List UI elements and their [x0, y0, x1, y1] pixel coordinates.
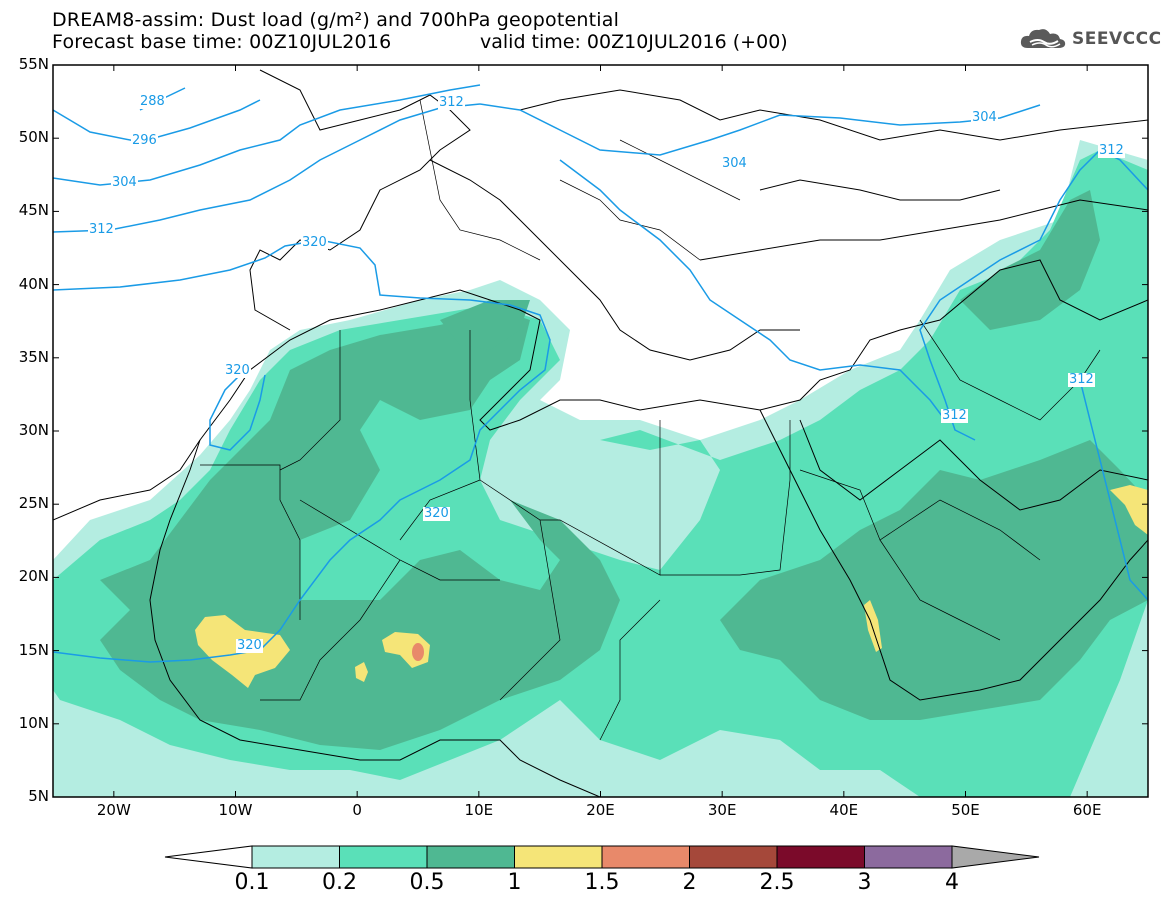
- contour-label: 288: [139, 94, 166, 109]
- contour-label: 296: [131, 133, 158, 148]
- latitude-label: 30N: [18, 421, 49, 439]
- contour-label: 312: [1068, 372, 1095, 387]
- dust-fields: [53, 140, 1148, 797]
- latitude-label: 25N: [18, 494, 49, 513]
- latitude-label: 45N: [18, 201, 49, 220]
- latitude-label: 10N: [18, 713, 49, 732]
- latitude-label: 50N: [18, 128, 49, 147]
- contour-296: [53, 99, 261, 143]
- latitude-label: 20N: [18, 567, 49, 586]
- colorbar-swatch: [601, 845, 690, 869]
- contour-312-north: [479, 103, 1041, 156]
- dust-level-0.5-east: [720, 440, 1148, 720]
- axis-ticks: [53, 64, 1148, 798]
- contour-label: 320: [224, 363, 251, 378]
- dust-level-0.5-ne: [960, 190, 1100, 330]
- contour-312-gulf: [1079, 379, 1148, 601]
- longitude-label: 50E: [951, 801, 980, 819]
- contour-label: 312: [941, 408, 968, 423]
- colorbar-label: 2: [682, 870, 697, 895]
- colorbar-swatch: [426, 845, 515, 869]
- coastlines: [53, 69, 1148, 797]
- colorbar-swatch: [689, 845, 778, 869]
- valid-time: valid time: 00Z10JUL2016 (+00): [480, 31, 788, 53]
- contour-label: 304: [971, 110, 998, 125]
- contour-312-med: [559, 159, 946, 421]
- latitude-label: 40N: [18, 274, 49, 293]
- contour-label: 320: [301, 235, 328, 250]
- colorbar-label: 0.2: [322, 870, 357, 895]
- longitude-label: 60E: [1072, 801, 1102, 819]
- contour-label: 312: [1098, 143, 1125, 158]
- contour-label: 320: [423, 506, 450, 521]
- contour-312-west: [53, 103, 481, 233]
- colorbar-label: 0.5: [409, 870, 445, 895]
- longitude-label: 10W: [218, 801, 253, 819]
- longitude-label: 30E: [707, 801, 737, 819]
- longitude-label: 20E: [586, 801, 615, 819]
- dust-level-0.5-med: [440, 300, 530, 350]
- colorbar-high-arrow: [951, 845, 1040, 869]
- longitude-label: 20W: [96, 801, 131, 819]
- colorbar-label: 0.1: [234, 870, 270, 895]
- colorbar-swatch: [339, 845, 428, 869]
- contour-label: 320: [236, 638, 263, 653]
- dust-level-1-redsea: [864, 600, 882, 652]
- colorbar-label: 1: [507, 870, 522, 895]
- colorbar-swatch: [251, 845, 340, 869]
- colorbar-label: 1.5: [584, 870, 620, 895]
- colorbar-low-arrow: [164, 845, 253, 869]
- dust-level-1-small: [355, 662, 368, 682]
- colorbar-swatch: [864, 845, 953, 869]
- latitude-label: 35N: [18, 347, 49, 366]
- dust-level-1.5: [412, 643, 424, 661]
- colorbar-label: 2.5: [759, 870, 795, 895]
- chart-title: DREAM8-assim: Dust load (g/m²) and 700hP…: [52, 9, 620, 31]
- latitude-label: 5N: [28, 787, 49, 805]
- colorbar-swatch: [776, 845, 865, 869]
- logo-text: SEEVCCC: [1072, 29, 1162, 49]
- colorbar-label: 4: [945, 870, 959, 895]
- longitude-label: 40E: [829, 801, 859, 819]
- colorbar-label: 3: [857, 870, 872, 895]
- contour-320-morocco: [209, 369, 266, 451]
- colorbar-swatch: [514, 845, 603, 869]
- cloud-icon: [1020, 29, 1066, 48]
- longitude-label: 10E: [464, 801, 494, 819]
- contour-label: 304: [111, 175, 138, 190]
- latitude-label: 55N: [18, 55, 49, 73]
- seevccc-logo: SEEVCCC: [1018, 26, 1162, 52]
- contour-312-east: [919, 149, 1148, 441]
- latitude-label: 15N: [18, 640, 49, 659]
- longitude-label: 0: [352, 801, 362, 819]
- contour-label: 312: [88, 222, 115, 237]
- contour-label: 304: [721, 156, 748, 171]
- dust-level-1-gulf: [1110, 485, 1148, 535]
- base-time: Forecast base time: 00Z10JUL2016: [52, 31, 392, 53]
- contour-label: 312: [438, 95, 465, 110]
